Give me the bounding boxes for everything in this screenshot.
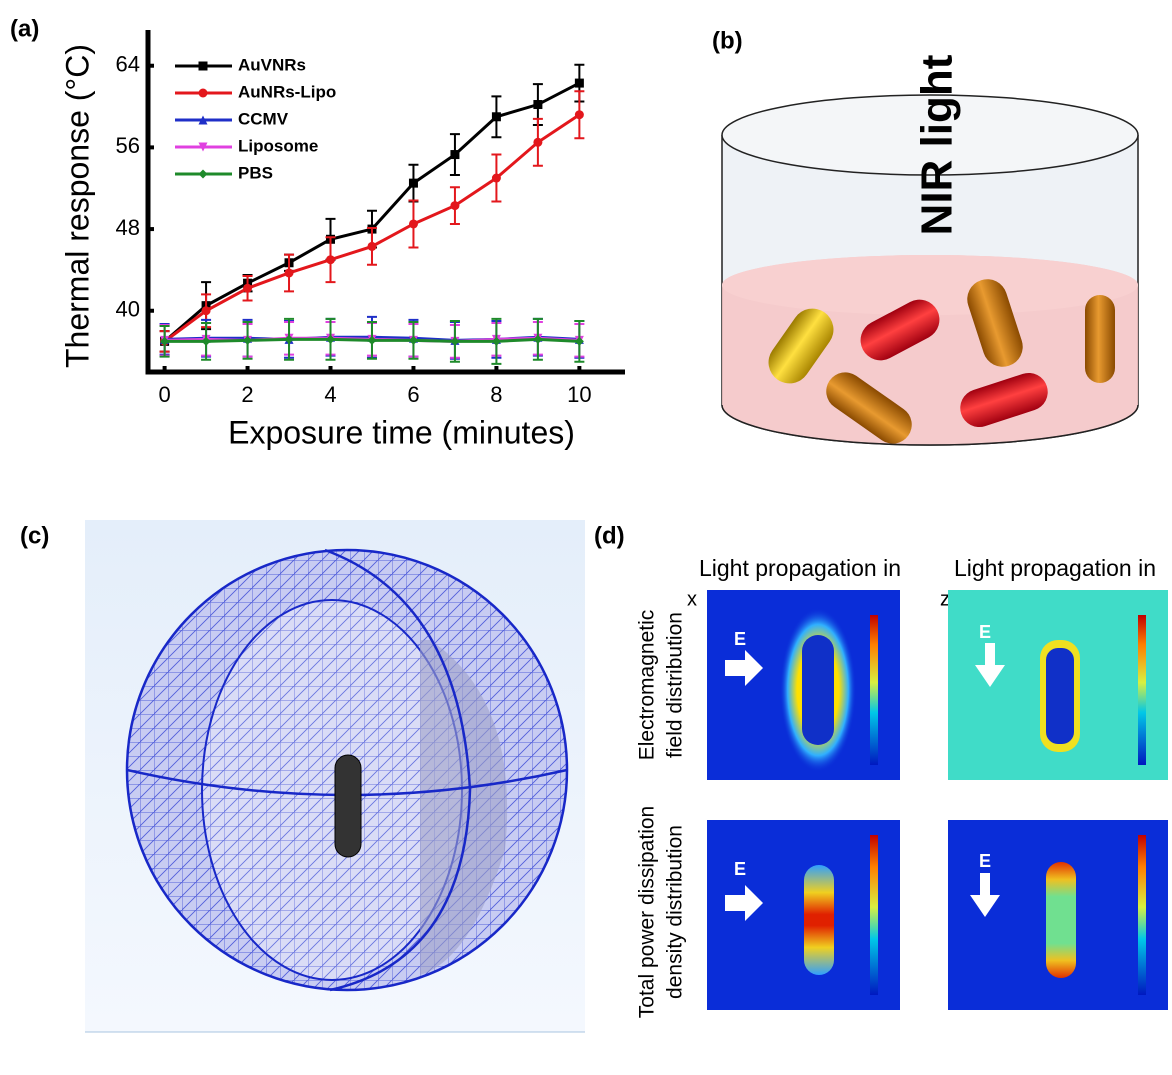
column-header: Light propagation in bbox=[954, 555, 1156, 581]
legend-label: CCMV bbox=[238, 109, 289, 128]
legend-label: AuVNRs bbox=[238, 55, 306, 74]
marker bbox=[492, 174, 501, 183]
marker bbox=[202, 306, 211, 315]
arrow-label: E bbox=[734, 859, 746, 879]
x-tick-label: 0 bbox=[158, 382, 170, 407]
panel-label: (c) bbox=[20, 522, 49, 549]
x-tick-label: 4 bbox=[324, 382, 336, 407]
marker bbox=[243, 284, 252, 293]
y-tick-label: 40 bbox=[116, 297, 140, 322]
marker bbox=[326, 255, 335, 264]
row-label: Electromagnetic bbox=[636, 610, 659, 761]
row-label: density distribution bbox=[664, 825, 687, 999]
y-tick-label: 64 bbox=[116, 52, 140, 77]
panel-label: (a) bbox=[10, 15, 39, 42]
marker bbox=[450, 150, 459, 159]
legend-label: Liposome bbox=[238, 136, 318, 155]
legend-marker bbox=[199, 170, 208, 179]
panel-label: (b) bbox=[712, 27, 743, 54]
legend-label: AuNRs-Lipo bbox=[238, 82, 336, 101]
row-label: Total power dissipation bbox=[636, 806, 659, 1018]
legend-marker bbox=[199, 89, 208, 98]
arrow-label: E bbox=[979, 622, 991, 642]
column-header: Light propagation in bbox=[699, 555, 901, 581]
y-axis-title: Thermal response (°C) bbox=[59, 44, 95, 368]
marker bbox=[575, 110, 584, 119]
axis-letter: x bbox=[687, 588, 697, 610]
marker bbox=[450, 201, 459, 210]
y-tick-label: 56 bbox=[116, 133, 140, 158]
marker bbox=[367, 242, 376, 251]
chart: 40 48 56 64 0 2 4 6 8 10 Exposure time (minutes) Th… bbox=[59, 30, 625, 450]
marker bbox=[575, 79, 584, 88]
x-tick-label: 8 bbox=[490, 382, 502, 407]
x-tick-label: 2 bbox=[241, 382, 253, 407]
legend-marker bbox=[199, 62, 208, 71]
marker bbox=[492, 112, 501, 121]
arrow-label: E bbox=[979, 851, 991, 871]
x-tick-label: 10 bbox=[567, 382, 591, 407]
y-tick-label: 48 bbox=[116, 215, 140, 240]
panel-label: (d) bbox=[594, 522, 625, 549]
x-tick-label: 6 bbox=[407, 382, 419, 407]
row-label: field distribution bbox=[664, 612, 687, 758]
figure: (a) (b) (c) (d) 40 48 56 64 0 2 4 6 8 10 Exposure … bbox=[0, 0, 1172, 1070]
marker bbox=[533, 100, 542, 109]
marker bbox=[409, 219, 418, 228]
field-maps: Light propagation in Light propagation i… bbox=[636, 555, 1168, 1018]
mesh-sphere bbox=[85, 520, 585, 1032]
legend-label: PBS bbox=[238, 163, 273, 182]
beaker-illustration: NIR light bbox=[722, 54, 1138, 451]
marker bbox=[533, 138, 542, 147]
page: (a) (b) (c) (d) 40 48 56 64 0 2 4 6 8 10 Exposure … bbox=[0, 0, 1172, 1075]
marker bbox=[285, 268, 294, 277]
x-axis-title: Exposure time (minutes) bbox=[228, 414, 575, 450]
arrow-label: E bbox=[734, 629, 746, 649]
marker bbox=[409, 179, 418, 188]
nir-label: NIR light bbox=[913, 54, 962, 235]
